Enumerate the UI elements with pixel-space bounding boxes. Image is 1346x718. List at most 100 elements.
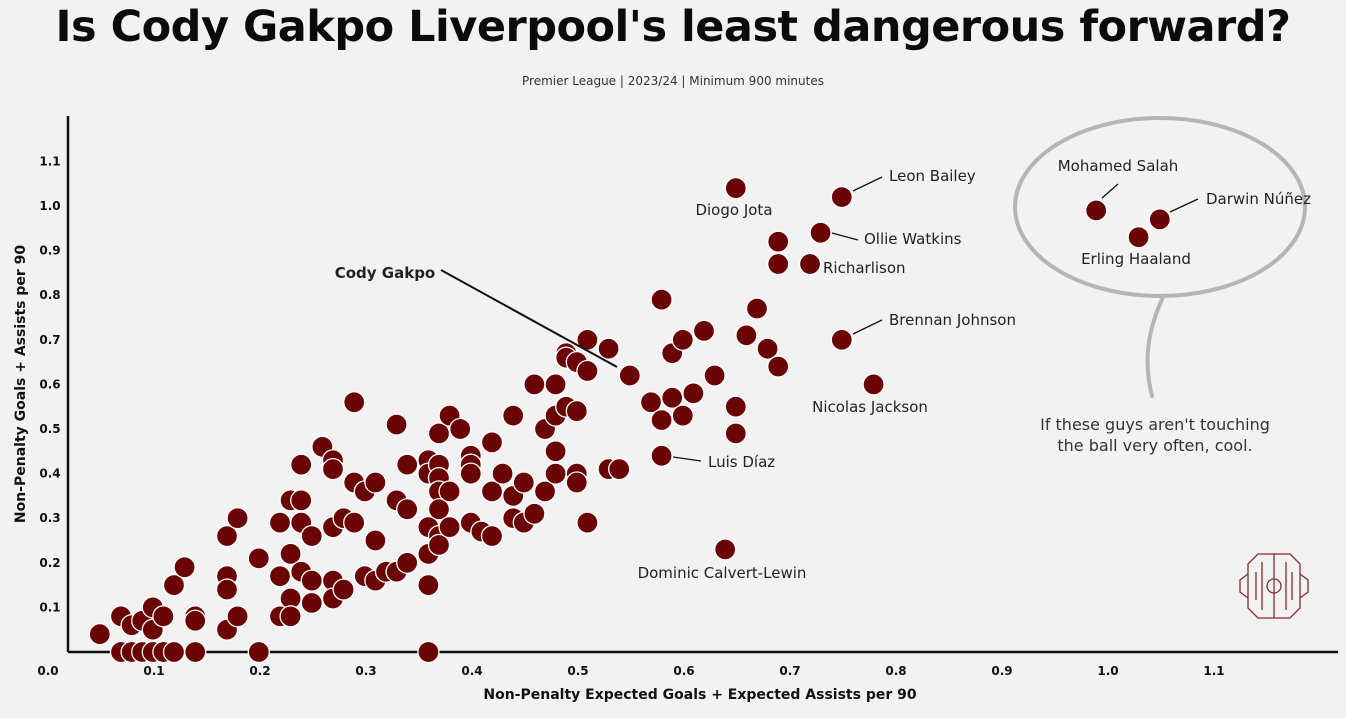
y-tick-label: 0.7 [39, 333, 60, 347]
scatter-point [427, 533, 451, 557]
player-label: Dominic Calvert-Lewin [638, 564, 807, 582]
player-label: Leon Bailey [889, 167, 976, 185]
scatter-point [247, 547, 270, 570]
scatter-point [544, 373, 567, 396]
scatter-point [173, 556, 196, 579]
highlighted-point [798, 252, 822, 276]
scatter-point [767, 252, 790, 276]
highlighted-point [724, 177, 747, 200]
y-tick-label: 0.3 [39, 511, 60, 525]
scatter-point [480, 431, 504, 454]
scatter-point [661, 386, 684, 409]
scatter-point [290, 453, 313, 476]
x-tick-label: 0.9 [991, 664, 1012, 678]
scatter-point [650, 288, 673, 311]
pitch-logo-icon [1239, 553, 1309, 619]
scatter-point [332, 578, 355, 601]
scatter-point [523, 373, 546, 396]
scatter-point [671, 328, 694, 351]
x-tick-label: 0.6 [673, 664, 694, 678]
y-tick-label: 0.2 [39, 556, 60, 570]
y-tick-label: 1.0 [39, 199, 60, 213]
scatter-point [523, 502, 546, 525]
labels-layer: Leon Bailey Diogo Jota Ollie Watkins Richar… [335, 157, 1311, 582]
scatter-point [608, 457, 631, 481]
speech-bubble-outline [1013, 116, 1307, 298]
scatter-point [162, 640, 186, 664]
player-label: Brennan Johnson [889, 311, 1016, 329]
scatter-point [364, 471, 387, 494]
scatter-point [576, 511, 599, 534]
scatter-point [639, 391, 663, 414]
scatter-point [215, 524, 239, 548]
scatter-point [88, 623, 111, 646]
scatter-point [300, 591, 323, 615]
player-label: Darwin Núñez [1206, 190, 1311, 208]
highlighted-point [862, 373, 885, 396]
player-label: Nicolas Jackson [812, 398, 928, 416]
points-layer [88, 230, 790, 664]
chart-title: Is Cody Gakpo Liverpool's least dangerou… [55, 2, 1291, 52]
scatter-point [703, 364, 726, 387]
scatter-point [745, 297, 769, 320]
highlighted-point [1127, 226, 1150, 249]
scatter-point [417, 573, 440, 597]
scatter-point [396, 551, 419, 574]
y-tick-label: 0.5 [39, 422, 60, 436]
scatter-point [290, 489, 313, 512]
scatter-point [480, 480, 504, 503]
scatter-point [459, 462, 482, 485]
scatter-point [565, 471, 588, 494]
scatter-point [321, 457, 345, 481]
scatter-point [184, 609, 207, 632]
scatter-point [576, 359, 599, 383]
scatter-point [724, 395, 747, 418]
scatter-point [671, 404, 694, 427]
scatter-point [427, 422, 451, 445]
player-label: Mohamed Salah [1058, 157, 1179, 175]
scatter-point [512, 471, 535, 494]
scatter-point [364, 529, 387, 552]
x-tick-label: 0.8 [885, 664, 906, 678]
x-tick-label: 0.1 [143, 664, 164, 678]
scatter-point [162, 573, 186, 597]
scatter-point [735, 324, 758, 347]
scatter-point [226, 507, 249, 530]
scatter-point [300, 524, 323, 548]
scatter-point [597, 337, 620, 360]
scatter-point [417, 640, 440, 664]
scatter-point [650, 408, 673, 432]
y-axis-title: Non-Penalty Goals + Assists per 90 [13, 245, 29, 524]
x-tick-label: 0.4 [461, 664, 482, 678]
scatter-point [184, 640, 207, 664]
x-tick-label: 0.2 [249, 664, 270, 678]
scatter-point [544, 440, 567, 463]
scatter-point [565, 400, 588, 423]
scatter-point [767, 355, 790, 378]
annotation-text: If these guys aren't touching the ball ve… [1040, 415, 1270, 455]
y-tick-label: 0.8 [39, 288, 60, 302]
player-label: Diogo Jota [695, 201, 772, 219]
scatter-point [279, 605, 302, 628]
leader-line [831, 232, 859, 241]
x-tick-label: 0.3 [355, 664, 376, 678]
scatter-point [427, 498, 451, 521]
scatter-point [767, 230, 790, 253]
scatter-point [396, 498, 419, 521]
y-tick-label: 0.9 [39, 244, 60, 258]
highlighted-point [714, 538, 737, 561]
x-tick-label: 0.5 [567, 664, 588, 678]
scatter-point [533, 480, 557, 503]
leader-line [672, 456, 702, 462]
leader-line [1169, 198, 1199, 213]
leader-line [852, 176, 883, 192]
leader-line [1101, 183, 1119, 199]
axes: 0.0 0.1 0.2 0.3 0.4 0.5 0.6 0.7 0.8 0.9 1.0 1.1 0.1 0… [13, 116, 1338, 703]
scatter-point [268, 565, 292, 588]
scatter-point [300, 569, 323, 592]
highlighted-point [618, 364, 641, 387]
y-tick-label: 0.6 [39, 377, 60, 391]
x-tick-label: 1.0 [1097, 664, 1118, 678]
scatter-point [268, 511, 292, 534]
